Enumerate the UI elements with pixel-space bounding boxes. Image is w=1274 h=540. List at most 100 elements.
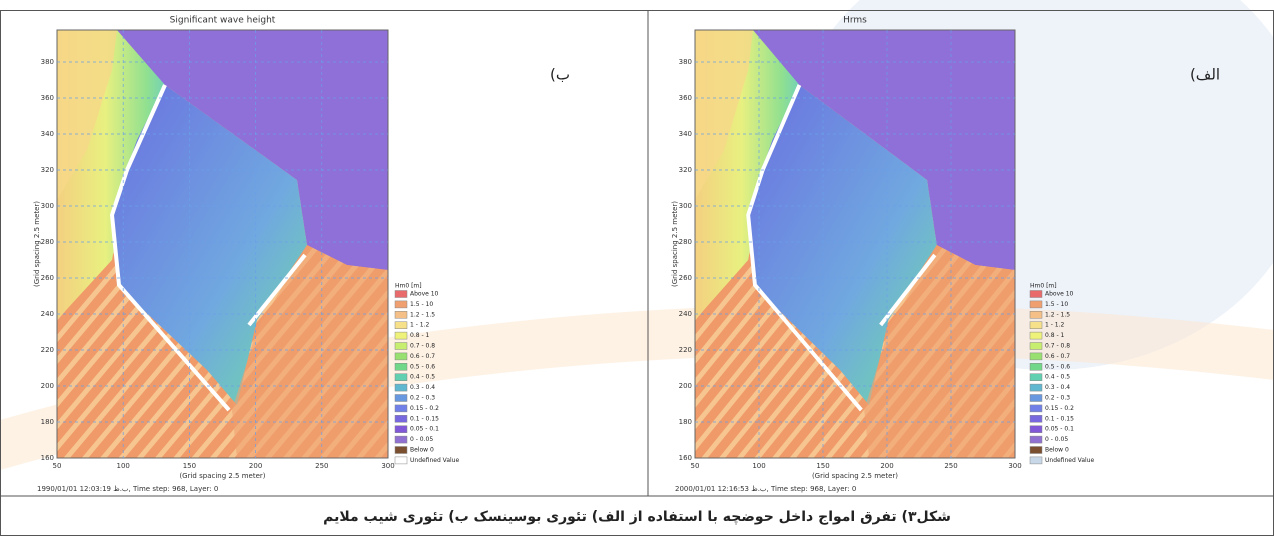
y-axis-label: (Grid spacing 2.5 meter) (33, 201, 41, 287)
y-tick-label: 300 (41, 202, 54, 210)
legend-label: 1 - 1.2 (410, 322, 430, 329)
legend-swatch (1030, 447, 1042, 454)
legend-swatch (1030, 395, 1042, 402)
x-tick-label: 100 (117, 462, 130, 470)
legend-label: 0.3 - 0.4 (410, 384, 435, 391)
legend-label: 0.8 - 1 (410, 332, 430, 339)
legend-label: 0.4 - 0.5 (1045, 374, 1070, 381)
y-tick-label: 360 (41, 94, 54, 102)
legend-swatch (1030, 301, 1042, 308)
legend-label: 1.5 - 10 (410, 301, 433, 308)
footer: 1990/01/01 12:03:19 ب.ظ, Time step: 968,… (37, 485, 218, 493)
map-image (57, 30, 388, 458)
caption: شکل۳) تفرق امواج داخل حوضچه با استفاده ا… (323, 509, 951, 525)
legend-label: 1.5 - 10 (1045, 301, 1068, 308)
y-tick-label: 160 (41, 454, 54, 462)
legend-swatch (395, 457, 407, 464)
x-tick-label: 300 (1008, 462, 1021, 470)
legend-swatch (395, 322, 407, 329)
legend-label: 1.2 - 1.5 (410, 311, 435, 318)
y-tick-label: 220 (679, 346, 692, 354)
legend-swatch (395, 395, 407, 402)
legend-label: 1.2 - 1.5 (1045, 311, 1070, 318)
legend-swatch (395, 332, 407, 339)
x-tick-label: 200 (249, 462, 262, 470)
legend-swatch (1030, 353, 1042, 360)
legend-swatch (395, 343, 407, 350)
figure: شکل۳) تفرق امواج داخل حوضچه با استفاده ا… (0, 0, 1274, 536)
legend-label: 0.4 - 0.5 (410, 374, 435, 381)
panel-title: Significant wave height (170, 16, 276, 26)
legend-label: 0.05 - 0.1 (1045, 426, 1074, 433)
x-tick-label: 250 (944, 462, 957, 470)
legend-swatch (1030, 426, 1042, 433)
panel-title: Hrms (843, 16, 867, 26)
x-tick-label: 250 (315, 462, 328, 470)
panel-label: ب) (550, 66, 570, 84)
footer: 2000/01/01 12:16:53 ب.ظ, Time step: 968,… (675, 485, 856, 493)
panel-label: الف) (1190, 66, 1220, 84)
y-tick-label: 320 (679, 166, 692, 174)
y-tick-label: 240 (41, 310, 54, 318)
y-tick-label: 360 (679, 94, 692, 102)
x-tick-label: 50 (53, 462, 62, 470)
legend-label: 0.6 - 0.7 (1045, 353, 1070, 360)
y-tick-label: 180 (41, 418, 54, 426)
legend-swatch (1030, 436, 1042, 443)
legend-label: Above 10 (410, 291, 439, 298)
legend-swatch (395, 384, 407, 391)
y-tick-label: 300 (679, 202, 692, 210)
y-tick-label: 380 (679, 58, 692, 66)
x-tick-label: 200 (880, 462, 893, 470)
legend-label: 0.8 - 1 (1045, 332, 1065, 339)
legend-label: 0 - 0.05 (410, 436, 433, 443)
legend-label: Above 10 (1045, 291, 1074, 298)
y-tick-label: 380 (41, 58, 54, 66)
y-tick-label: 220 (41, 346, 54, 354)
x-axis-label: (Grid spacing 2.5 meter) (179, 472, 265, 480)
legend-swatch (395, 291, 407, 298)
legend-swatch (395, 374, 407, 381)
legend-label: 0.15 - 0.2 (1045, 405, 1074, 412)
legend-swatch (1030, 384, 1042, 391)
x-tick-label: 150 (816, 462, 829, 470)
legend-swatch (1030, 405, 1042, 412)
legend-swatch (1030, 291, 1042, 298)
y-tick-label: 280 (679, 238, 692, 246)
legend-label: 0.2 - 0.3 (1045, 395, 1070, 402)
legend-label: 0 - 0.05 (1045, 436, 1068, 443)
legend-swatch (395, 301, 407, 308)
legend-title: Hm0 [m] (1030, 283, 1057, 290)
y-tick-label: 240 (679, 310, 692, 318)
legend-title: Hm0 [m] (395, 283, 422, 290)
y-tick-label: 340 (41, 130, 54, 138)
y-tick-label: 200 (41, 382, 54, 390)
legend-label: 0.1 - 0.15 (410, 415, 439, 422)
legend-label: 0.7 - 0.8 (1045, 343, 1070, 350)
y-tick-label: 200 (679, 382, 692, 390)
legend-label: 0.7 - 0.8 (410, 343, 435, 350)
y-tick-label: 320 (41, 166, 54, 174)
legend-swatch (1030, 311, 1042, 318)
legend-swatch (395, 426, 407, 433)
legend-label: 0.2 - 0.3 (410, 395, 435, 402)
legend-swatch (395, 415, 407, 422)
legend-label: Undefined Value (410, 457, 459, 464)
y-tick-label: 260 (41, 274, 54, 282)
y-tick-label: 280 (41, 238, 54, 246)
legend-swatch (395, 311, 407, 318)
legend-label: 0.6 - 0.7 (410, 353, 435, 360)
legend-swatch (1030, 363, 1042, 370)
legend-swatch (1030, 332, 1042, 339)
legend-label: Undefined Value (1045, 457, 1094, 464)
legend-label: 0.3 - 0.4 (1045, 384, 1070, 391)
legend-label: 0.1 - 0.15 (1045, 415, 1074, 422)
x-tick-label: 100 (752, 462, 765, 470)
x-axis-label: (Grid spacing 2.5 meter) (812, 472, 898, 480)
legend-swatch (1030, 374, 1042, 381)
legend-label: 0.5 - 0.6 (410, 363, 435, 370)
legend-swatch (1030, 322, 1042, 329)
legend-swatch (1030, 415, 1042, 422)
legend-label: Below 0 (1045, 447, 1069, 454)
legend-label: 1 - 1.2 (1045, 322, 1065, 329)
